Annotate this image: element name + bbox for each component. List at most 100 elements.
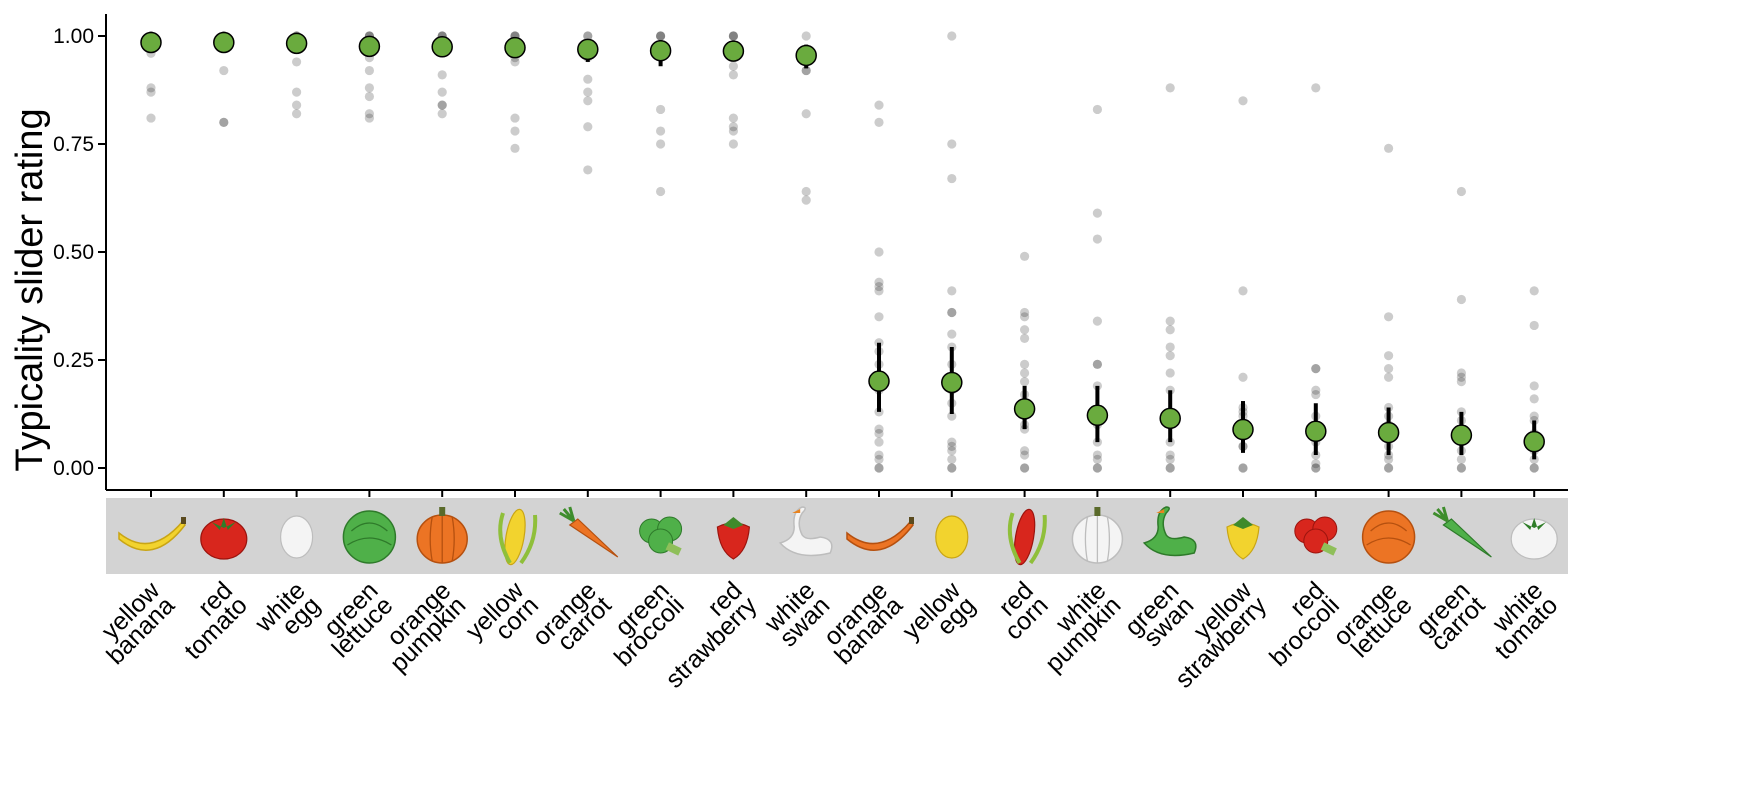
raw-rating-point xyxy=(583,31,593,41)
raw-rating-point xyxy=(947,454,957,464)
raw-rating-point xyxy=(947,31,957,41)
raw-rating-point xyxy=(874,454,884,464)
lettuce-icon xyxy=(342,510,397,564)
x-tick-label: yellowcorn xyxy=(460,576,544,660)
carrot-root xyxy=(1442,518,1492,558)
raw-rating-point xyxy=(292,109,302,119)
raw-rating-point xyxy=(1165,316,1175,326)
raw-rating-point xyxy=(1092,463,1102,473)
raw-rating-point xyxy=(364,113,374,123)
raw-rating-point xyxy=(510,57,520,67)
raw-rating-point xyxy=(1311,364,1321,374)
raw-rating-point xyxy=(437,109,447,119)
raw-rating-point xyxy=(437,70,447,80)
pumpkin-icon xyxy=(416,507,468,564)
x-tick-label: whiteswan xyxy=(759,576,836,653)
broccoli-icon xyxy=(639,516,683,556)
raw-rating-point xyxy=(656,31,666,41)
raw-rating-point xyxy=(1456,186,1466,197)
raw-rating-point xyxy=(874,277,884,287)
raw-rating-point xyxy=(874,281,884,292)
y-axis: 0.00 0.25 0.50 0.75 1.00 xyxy=(53,14,107,490)
raw-rating-point xyxy=(1311,385,1321,395)
egg-shape xyxy=(280,515,314,559)
broccoli-floret xyxy=(1303,528,1329,554)
raw-rating-point xyxy=(874,247,884,257)
raw-rating-point xyxy=(1456,454,1466,464)
lettuce-head xyxy=(342,510,397,564)
egg-icon xyxy=(935,515,969,559)
raw-rating-point xyxy=(1165,342,1175,352)
raw-rating-point xyxy=(1529,463,1539,473)
raw-rating-point xyxy=(437,87,447,97)
mean-rating-point xyxy=(941,371,963,394)
broccoli-stem xyxy=(665,542,682,556)
mean-rating-point xyxy=(868,370,890,392)
x-tick-label: yellowegg xyxy=(897,576,981,660)
raw-rating-point xyxy=(1384,312,1394,322)
raw-rating-point xyxy=(1165,450,1175,460)
y-tick-label: 0.25 xyxy=(53,349,94,372)
raw-rating-point xyxy=(1020,325,1030,335)
raw-rating-point xyxy=(874,437,884,447)
corn-icon xyxy=(498,508,538,566)
mean-rating-point xyxy=(1305,420,1327,443)
mean-rating-point xyxy=(358,35,381,58)
raw-rating-point xyxy=(1456,463,1466,473)
banana-stem xyxy=(909,517,914,524)
y-tick-label: 0.50 xyxy=(53,241,94,264)
raw-rating-point xyxy=(1311,459,1321,469)
swan-beak xyxy=(1156,509,1165,513)
x-tick-labels: yellowbanana redtomatowhiteegggreenlettuc… xyxy=(96,576,1563,694)
carrot-icon xyxy=(559,506,619,558)
raw-rating-point xyxy=(1384,364,1394,374)
raw-rating-point xyxy=(583,87,593,97)
mean-rating-point xyxy=(1086,404,1109,427)
raw-rating-point xyxy=(1020,333,1030,343)
x-tick-label: greencarrot xyxy=(1411,576,1491,656)
raw-rating-point xyxy=(1020,368,1030,378)
banana-shape xyxy=(118,519,186,551)
x-tick-label: whiteegg xyxy=(249,576,326,653)
raw-rating-point xyxy=(1165,351,1175,361)
x-tick-label: orangebanana xyxy=(814,576,908,670)
raw-rating-point xyxy=(1165,83,1175,93)
raw-rating-point xyxy=(947,139,957,149)
raw-rating-point xyxy=(1384,351,1394,361)
egg-shape xyxy=(935,515,969,559)
x-tick-label: redtomato xyxy=(164,576,253,665)
raw-rating-point xyxy=(146,113,156,123)
raw-rating-point xyxy=(1020,463,1030,473)
raw-rating-point xyxy=(1092,104,1102,115)
carrot-greens xyxy=(1432,506,1449,523)
swan-body xyxy=(778,506,833,557)
y-tick-label: 1.00 xyxy=(53,25,94,48)
raw-rating-point xyxy=(728,113,739,123)
broccoli-icon xyxy=(1294,516,1338,556)
strawberry-icon xyxy=(716,517,751,560)
raw-rating-point xyxy=(292,87,302,97)
raw-rating-point xyxy=(1092,208,1102,218)
raw-rating-point xyxy=(947,441,957,451)
mean-rating-point xyxy=(1159,407,1181,430)
raw-rating-point xyxy=(1384,454,1394,464)
raw-rating-point xyxy=(1092,454,1102,464)
raw-rating-point xyxy=(1092,463,1102,473)
stimulus-icons xyxy=(118,506,1558,566)
raw-rating-point xyxy=(874,117,884,127)
raw-rating-point xyxy=(1238,463,1248,473)
mean-rating-point xyxy=(1232,418,1254,441)
banana-stem xyxy=(181,517,186,524)
raw-rating-point xyxy=(947,307,957,318)
strawberry-leaves xyxy=(723,517,744,529)
raw-rating-point xyxy=(874,286,884,296)
corn-husk xyxy=(498,512,538,565)
raw-rating-point xyxy=(219,117,229,127)
raw-rating-point xyxy=(1092,359,1102,369)
raw-rating-point xyxy=(874,450,884,460)
raw-rating-point xyxy=(1529,463,1539,473)
raw-rating-point xyxy=(1020,450,1030,460)
pumpkin-stem xyxy=(1094,507,1101,516)
x-tick-label: redbroccoli xyxy=(1249,576,1345,672)
x-tick-label: greenlettuce xyxy=(312,576,399,663)
